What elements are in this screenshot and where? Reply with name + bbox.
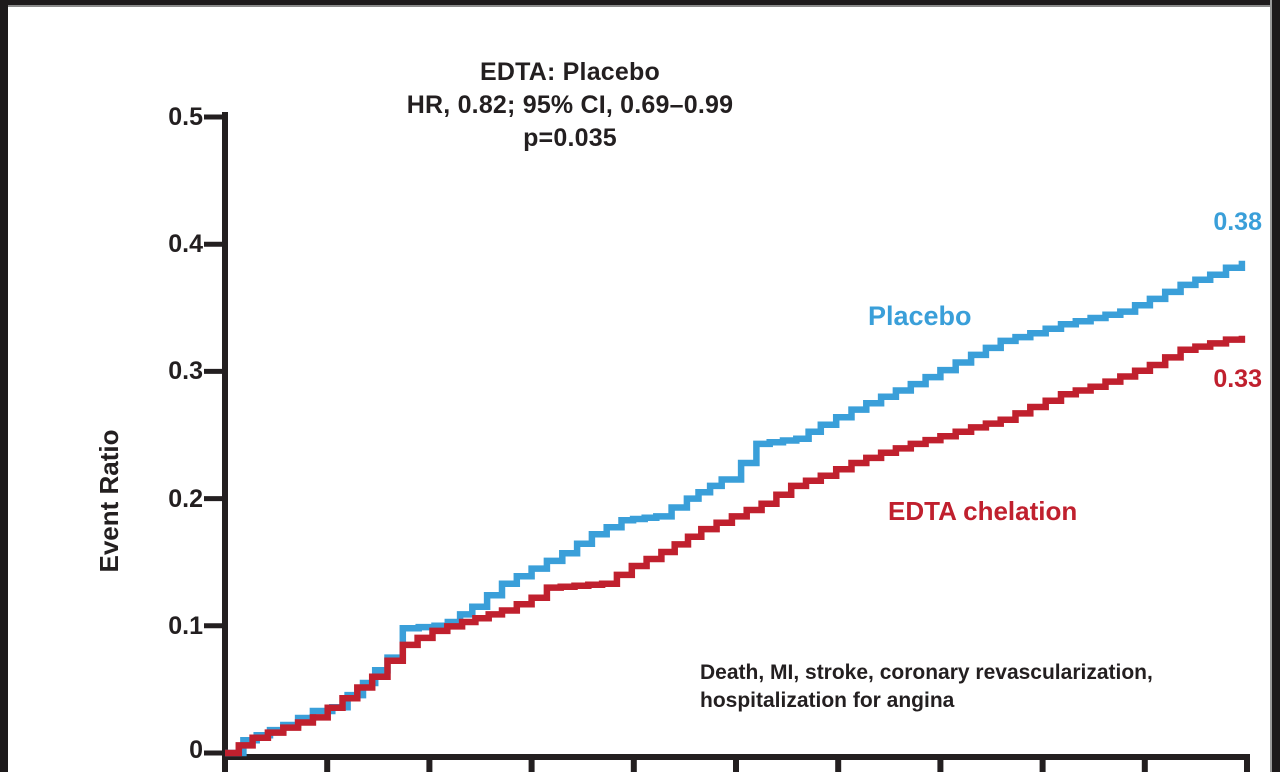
hazard-ratio-annotation: EDTA: Placebo HR, 0.82; 95% CI, 0.69–0.9… bbox=[290, 56, 850, 155]
edta-chelation-curve-label: EDTA chelation bbox=[888, 496, 1078, 526]
frame-top-shadow bbox=[0, 5, 1280, 7]
edta-final-event-ratio: 0.33 bbox=[1213, 365, 1262, 393]
y-tick-label-0: 0 bbox=[189, 736, 203, 764]
placebo-curve-label: Placebo bbox=[868, 301, 972, 331]
annotation-line-hr-ci: HR, 0.82; 95% CI, 0.69–0.99 bbox=[406, 91, 734, 119]
frame-left-border bbox=[0, 0, 8, 772]
annotation-line-comparison: EDTA: Placebo bbox=[480, 58, 660, 86]
annotation-line-pvalue: p=0.035 bbox=[523, 124, 617, 152]
y-tick-label-0.4: 0.4 bbox=[168, 230, 203, 258]
footnote-line-1: Death, MI, stroke, coronary revasculariz… bbox=[700, 661, 1153, 684]
frame-right-border bbox=[1272, 0, 1280, 772]
y-tick-label-0.3: 0.3 bbox=[168, 357, 203, 385]
placebo-final-event-ratio: 0.38 bbox=[1213, 208, 1262, 236]
frame-top-border bbox=[0, 0, 1280, 5]
y-tick-label-0.5: 0.5 bbox=[168, 103, 203, 131]
endpoint-definition-footnote: Death, MI, stroke, coronary revasculariz… bbox=[700, 659, 1230, 715]
y-tick-label-0.1: 0.1 bbox=[168, 612, 203, 640]
frame-right-shadow bbox=[1270, 0, 1272, 772]
footnote-line-2: hospitalization for angina bbox=[700, 689, 955, 712]
y-tick-label-0.2: 0.2 bbox=[168, 485, 203, 513]
